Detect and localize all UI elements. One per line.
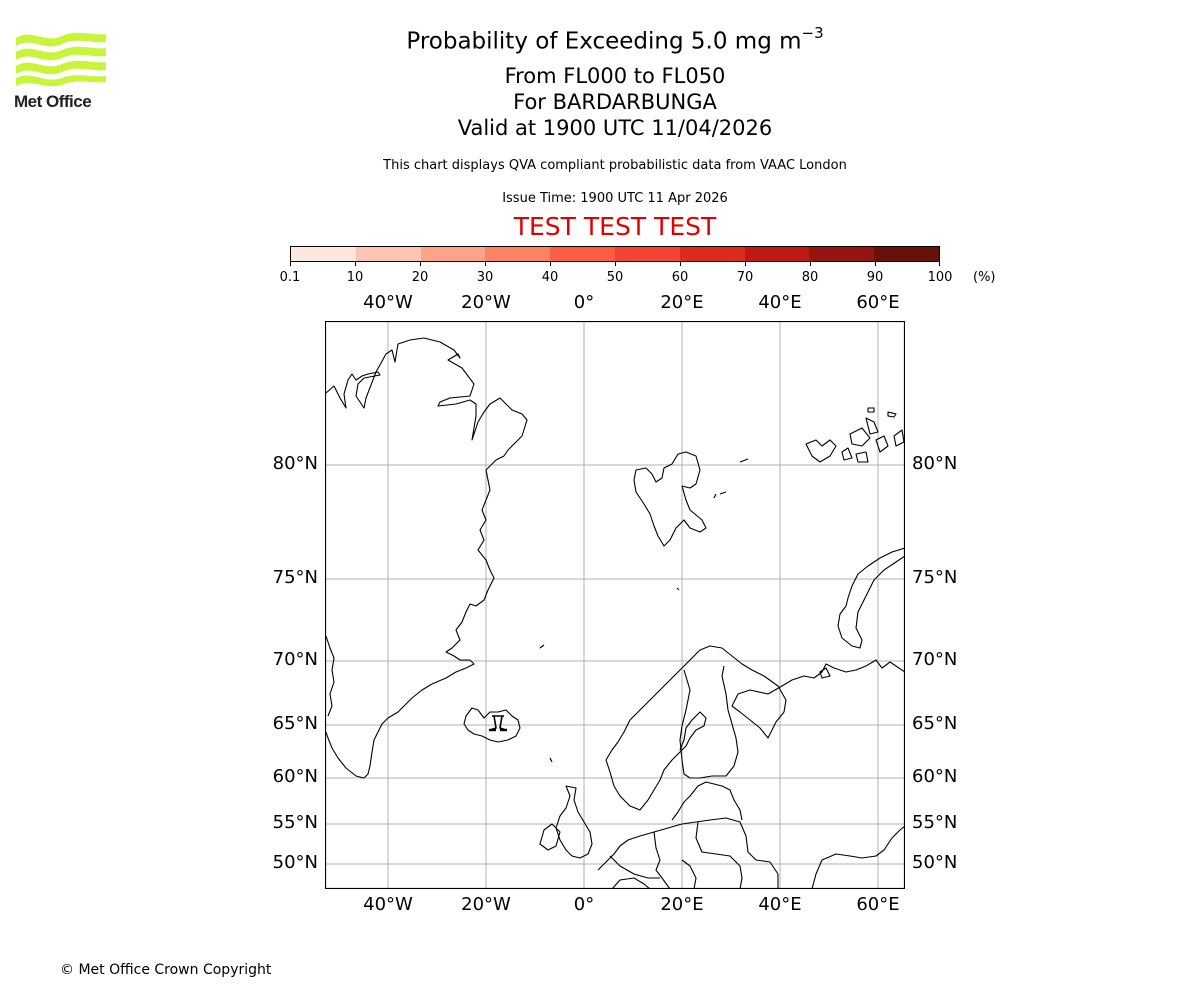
gridlines: [325, 321, 905, 889]
colorbar-unit: (%): [973, 270, 996, 285]
title-main: Probability of Exceeding 5.0 mg m: [406, 28, 802, 55]
colorbar-tick-label: 20: [411, 270, 429, 285]
logo-text: Met Office: [14, 92, 92, 111]
met-office-waves-icon: [16, 32, 106, 87]
longitude-label: 40°W: [363, 894, 413, 915]
issue-time: Issue Time: 1900 UTC 11 Apr 2026: [502, 191, 728, 206]
colorbar-tick: [420, 262, 421, 266]
copyright-notice: © Met Office Crown Copyright: [60, 962, 272, 978]
colorbar-tick-label: 30: [476, 270, 494, 285]
colorbar-tick: [290, 262, 291, 266]
latitude-label: 75°N: [912, 567, 958, 588]
colorbar-segment: [485, 247, 551, 261]
latitude-label: 65°N: [912, 713, 958, 734]
colorbar-tick-label: 90: [866, 270, 884, 285]
longitude-label: 60°E: [856, 894, 900, 915]
latitude-label: 70°N: [272, 649, 318, 670]
met-office-logo: Met Office: [14, 30, 108, 112]
colorbar-segment: [614, 247, 680, 261]
longitude-label: 40°W: [363, 292, 413, 313]
colorbar-segment: [420, 247, 486, 261]
volcano-marker-icon: [489, 715, 507, 732]
colorbar-segment: [874, 247, 939, 261]
latitude-label: 55°N: [272, 812, 318, 833]
longitude-label: 20°W: [461, 292, 511, 313]
title-superscript: −3: [801, 24, 824, 42]
valid-time: Valid at 1900 UTC 11/04/2026: [457, 116, 773, 140]
colorbar-tick: [355, 262, 356, 266]
colorbar-segment: [291, 247, 356, 261]
colorbar-tick: [939, 262, 940, 266]
longitude-label: 40°E: [758, 292, 802, 313]
colorbar-tick-label: 10: [346, 270, 364, 285]
flight-levels: From FL000 to FL050: [504, 64, 726, 88]
colorbar-segment: [679, 247, 745, 261]
latitude-label: 60°N: [912, 766, 958, 787]
longitude-label: 60°E: [856, 292, 900, 313]
colorbar-tick-label: 60: [671, 270, 689, 285]
latitude-label: 60°N: [272, 766, 318, 787]
latitude-label: 75°N: [272, 567, 318, 588]
longitude-label: 20°E: [660, 894, 704, 915]
coastlines: [325, 337, 905, 889]
latitude-label: 55°N: [912, 812, 958, 833]
colorbar: [290, 246, 940, 262]
colorbar-tick: [485, 262, 486, 266]
map-frame: [325, 321, 905, 889]
colorbar-tick: [615, 262, 616, 266]
longitude-label: 40°E: [758, 894, 802, 915]
colorbar-tick-label: 80: [801, 270, 819, 285]
latitude-label: 80°N: [912, 453, 958, 474]
colorbar-tick: [745, 262, 746, 266]
colorbar-tick-label: 50: [606, 270, 624, 285]
latitude-label: 50°N: [272, 852, 318, 873]
colorbar-segment: [809, 247, 875, 261]
latitude-label: 50°N: [912, 852, 958, 873]
colorbar-tick: [875, 262, 876, 266]
colorbar-tick: [680, 262, 681, 266]
colorbar-tick-label: 100: [927, 270, 953, 285]
colorbar-tick-label: 40: [541, 270, 559, 285]
test-banner: TEST TEST TEST: [513, 212, 717, 241]
chart-title: Probability of Exceeding 5.0 mg m−3: [300, 24, 930, 55]
colorbar-segment: [550, 247, 615, 261]
colorbar-tick-label: 0.1: [279, 270, 301, 285]
colorbar-segment: [744, 247, 810, 261]
longitude-label: 20°E: [660, 292, 704, 313]
longitude-label: 0°: [573, 894, 595, 915]
colorbar-tick-label: 70: [736, 270, 754, 285]
longitude-label: 0°: [573, 292, 595, 313]
latitude-label: 80°N: [272, 453, 318, 474]
longitude-label: 20°W: [461, 894, 511, 915]
colorbar-tick: [550, 262, 551, 266]
map-canvas[interactable]: [325, 321, 905, 889]
chart-subtitle: This chart displays QVA compliant probab…: [383, 158, 847, 173]
latitude-label: 65°N: [272, 713, 318, 734]
volcano-name: For BARDARBUNGA: [513, 90, 717, 114]
latitude-label: 70°N: [912, 649, 958, 670]
colorbar-tick: [810, 262, 811, 266]
colorbar-segment: [355, 247, 421, 261]
